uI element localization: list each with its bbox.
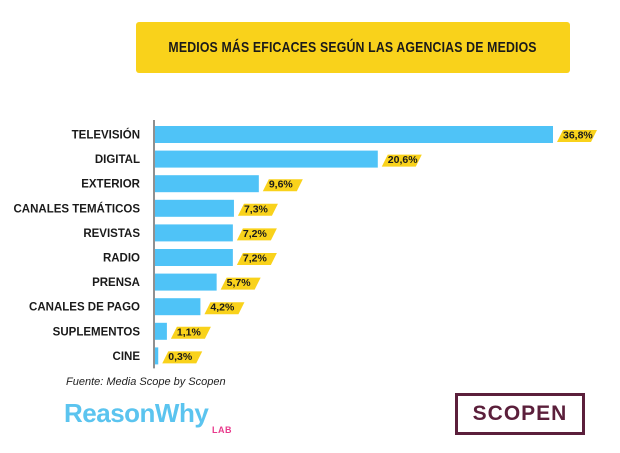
value-label: 5,7% <box>227 277 252 289</box>
bar <box>155 126 553 143</box>
bar <box>155 224 233 242</box>
category-label: CANALES DE PAGO <box>29 302 140 314</box>
value-label: 36,8% <box>563 130 593 142</box>
value-label-accent <box>162 351 203 364</box>
value-label: 7,3% <box>244 203 269 215</box>
value-label-accent <box>170 326 211 339</box>
value-label-accent <box>237 203 278 216</box>
category-label: TELEVISIÓN <box>72 129 140 142</box>
bar <box>155 199 234 217</box>
reasonwhy-logo: ReasonWhy LAB <box>64 398 232 435</box>
title-banner: MEDIOS MÁS EFICACES SEGÚN LAS AGENCIAS D… <box>136 22 570 73</box>
scopen-logo: SCOPEN <box>455 393 585 435</box>
value-label-accent <box>236 228 277 241</box>
category-label: SUPLEMENTOS <box>53 326 141 338</box>
value-label-accent <box>262 179 303 192</box>
scopen-logo-text: SCOPEN <box>472 402 568 425</box>
value-label: 9,6% <box>269 179 294 191</box>
value-label: 7,2% <box>243 253 268 265</box>
value-label-accent <box>236 253 277 265</box>
category-label: CINE <box>113 351 141 363</box>
value-label-accent <box>204 302 245 315</box>
category-label: EXTERIOR <box>81 179 140 191</box>
value-label-accent <box>381 154 422 167</box>
bar <box>155 273 217 291</box>
bar <box>155 347 159 365</box>
source-note: Fuente: Media Scope by Scopen <box>66 376 226 388</box>
value-label-accent <box>220 277 261 290</box>
reasonwhy-logo-sub: LAB <box>212 425 232 435</box>
category-label: PRENSA <box>92 277 140 289</box>
bar <box>155 150 378 168</box>
category-label: CANALES TEMÁTICOS <box>14 202 141 215</box>
category-label: REVISTAS <box>83 228 140 240</box>
bar <box>155 298 201 316</box>
bar <box>155 322 167 340</box>
value-label: 1,1% <box>177 326 202 338</box>
bar <box>155 249 233 266</box>
category-label: RADIO <box>103 253 140 265</box>
reasonwhy-logo-text: ReasonWhy <box>64 398 209 428</box>
value-label: 20,6% <box>388 154 418 166</box>
bar <box>155 175 259 193</box>
value-label: 4,2% <box>210 302 235 314</box>
value-label-accent <box>557 130 597 142</box>
category-label: DIGITAL <box>95 154 140 166</box>
chart-title: MEDIOS MÁS EFICACES SEGÚN LAS AGENCIAS D… <box>168 39 538 56</box>
value-label: 7,2% <box>243 228 268 240</box>
value-label: 0,3% <box>168 351 193 363</box>
